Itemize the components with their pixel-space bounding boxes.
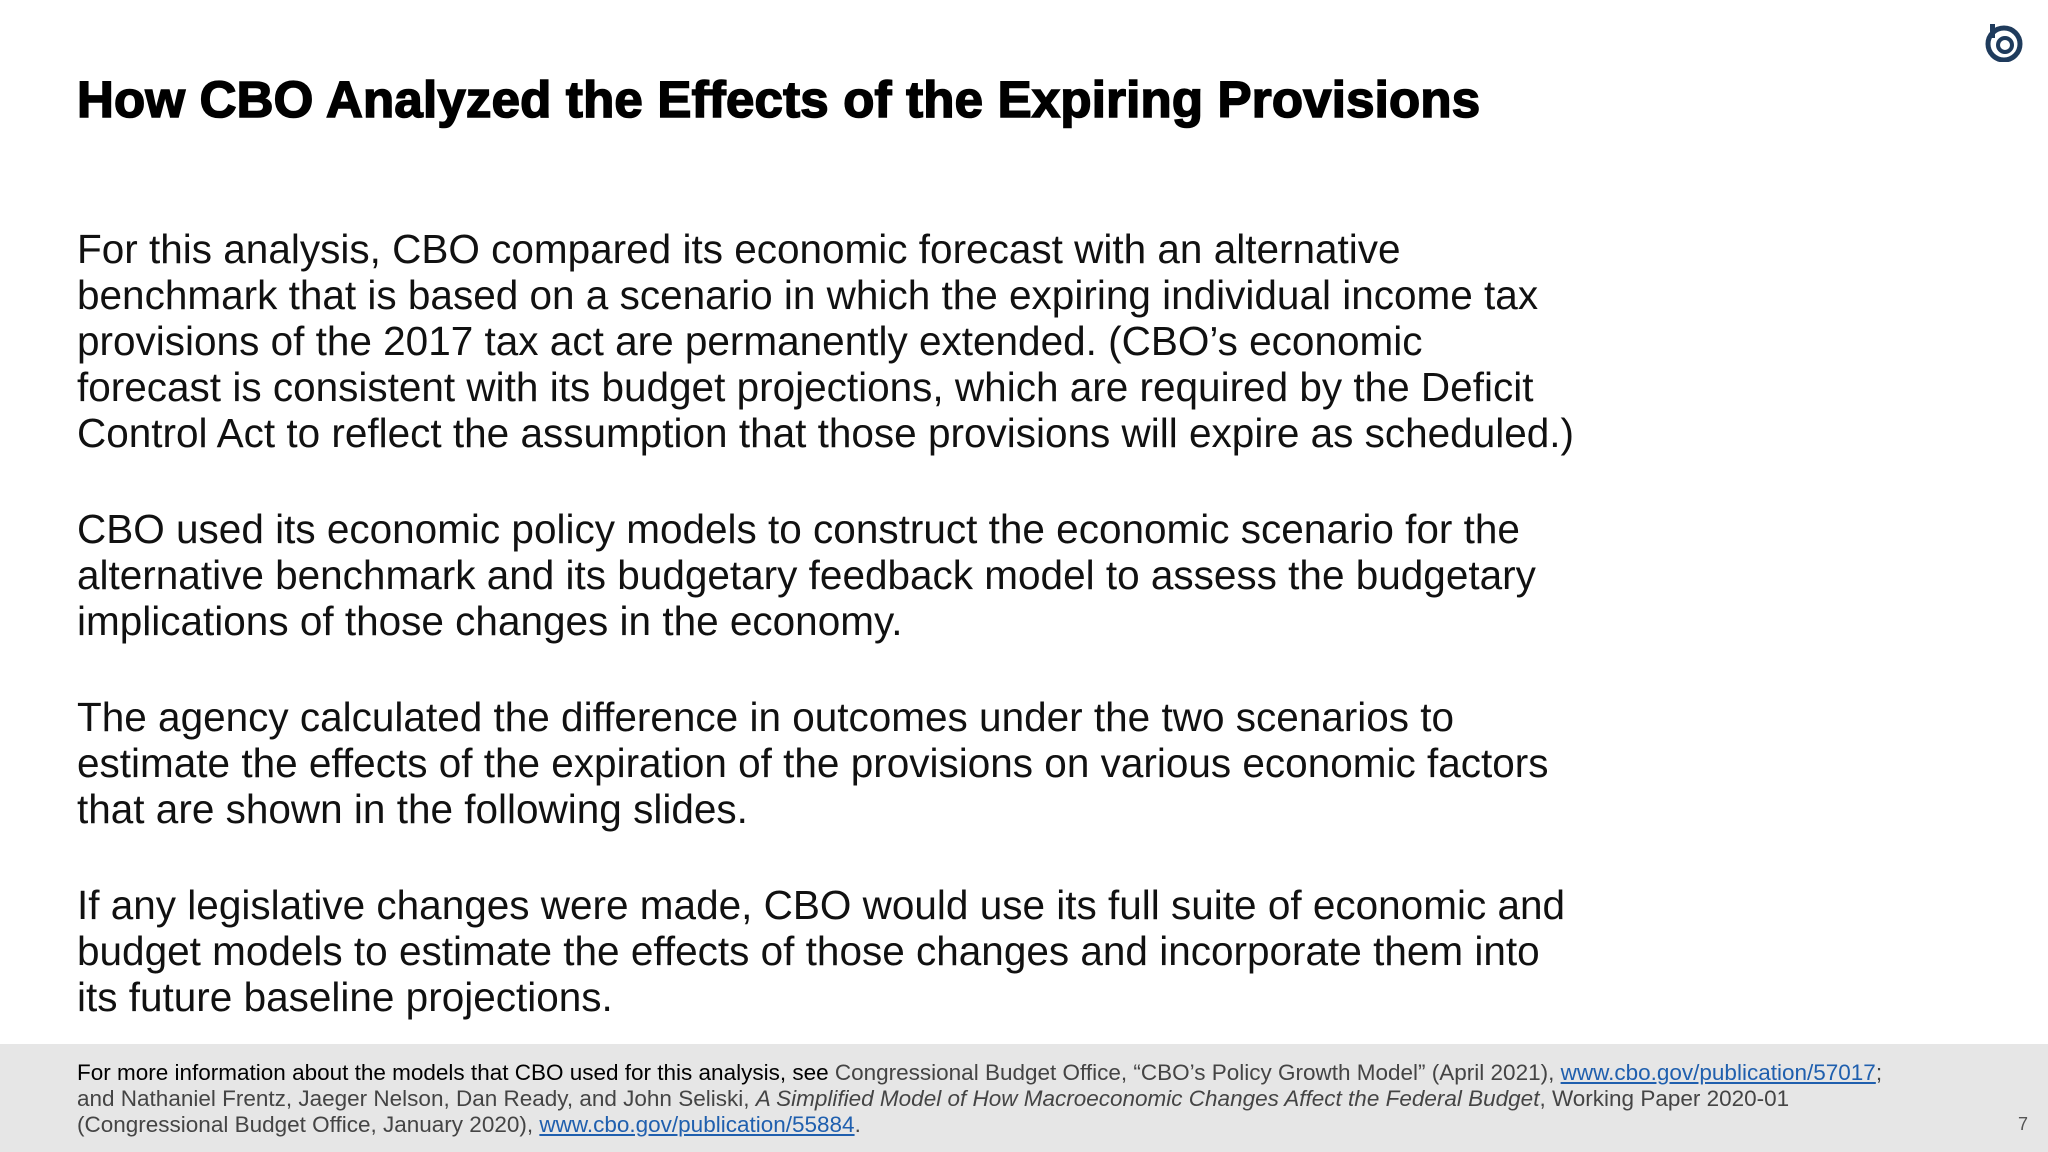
working-paper-number: , Working Paper 2020-01 — [1539, 1086, 1790, 1111]
footnote-lead: For more information about the models th… — [77, 1060, 829, 1085]
publication-link-55884[interactable]: www.cbo.gov/publication/55884 — [539, 1112, 855, 1137]
page-number: 7 — [2018, 1114, 2029, 1134]
footnote-reference: Congressional Budget Office, “CBO’s Poli… — [828, 1060, 1561, 1085]
publication-link-57017[interactable]: www.cbo.gov/publication/57017 — [1560, 1060, 1876, 1085]
footnote-line: (Congressional Budget Office, January 20… — [77, 1112, 1977, 1138]
footnote-publisher: (Congressional Budget Office, January 20… — [77, 1112, 540, 1137]
footnote-punctuation: ; — [1875, 1060, 1883, 1085]
body-line: alternative benchmark and its budgetary … — [77, 552, 1536, 598]
slide-body: For this analysis, CBO compared its econ… — [77, 226, 1697, 1070]
body-line: provisions of the 2017 tax act are perma… — [77, 318, 1423, 364]
working-paper-title: A Simplified Model of How Macroeconomic … — [755, 1086, 1540, 1111]
body-line: The agency calculated the difference in … — [77, 694, 1455, 740]
footnote: For more information about the models th… — [77, 1060, 1977, 1138]
body-line: implications of those changes in the eco… — [77, 598, 903, 644]
footnote-line: For more information about the models th… — [77, 1060, 1977, 1086]
cbo-logo-icon — [1985, 24, 2023, 62]
body-paragraph: For this analysis, CBO compared its econ… — [77, 226, 1697, 456]
footnote-authors: and Nathaniel Frentz, Jaeger Nelson, Dan… — [77, 1086, 756, 1111]
body-line: estimate the effects of the expiration o… — [77, 740, 1549, 786]
body-line: forecast is consistent with its budget p… — [77, 364, 1534, 410]
body-paragraph: The agency calculated the difference in … — [77, 694, 1697, 832]
footnote-bar: For more information about the models th… — [0, 1044, 2048, 1152]
body-line: For this analysis, CBO compared its econ… — [77, 226, 1401, 272]
footnote-line: and Nathaniel Frentz, Jaeger Nelson, Dan… — [77, 1086, 1977, 1112]
body-line: CBO used its economic policy models to c… — [77, 506, 1520, 552]
footnote-punctuation: . — [854, 1112, 861, 1137]
body-line: budget models to estimate the effects of… — [77, 928, 1540, 974]
body-line: benchmark that is based on a scenario in… — [77, 272, 1539, 318]
body-paragraph: CBO used its economic policy models to c… — [77, 506, 1697, 644]
body-line: its future baseline projections. — [77, 974, 613, 1020]
body-paragraph: If any legislative changes were made, CB… — [77, 882, 1697, 1020]
slide-title: How CBO Analyzed the Effects of the Expi… — [76, 70, 1481, 129]
body-line: that are shown in the following slides. — [77, 786, 748, 832]
body-line: If any legislative changes were made, CB… — [77, 882, 1566, 928]
body-line: Control Act to reflect the assumption th… — [77, 410, 1574, 456]
